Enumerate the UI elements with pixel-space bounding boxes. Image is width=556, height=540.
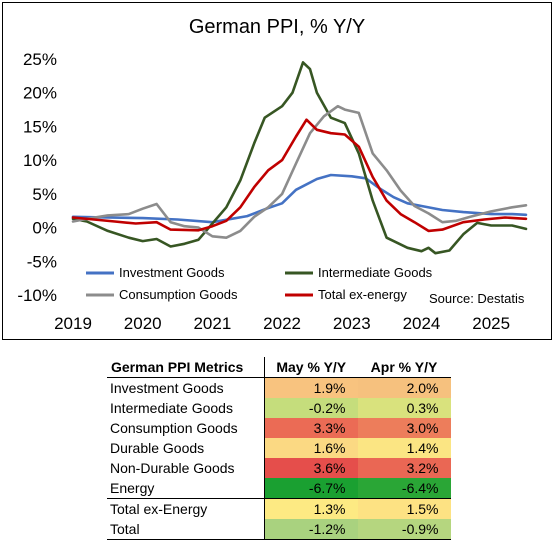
y-tick-label: 10% <box>23 151 57 170</box>
apr-value: 3.2% <box>357 458 451 478</box>
metric-label: Investment Goods <box>110 380 224 396</box>
metric-label: Intermediate Goods <box>110 400 233 416</box>
metric-label: Non-Durable Goods <box>110 460 235 476</box>
table-row: Intermediate Goods -0.2% 0.3% <box>107 398 451 418</box>
legend-entry-0: Investment Goods <box>119 265 225 280</box>
legend-entry-2: Consumption Goods <box>119 287 238 302</box>
table-row: Total ex-Energy 1.3% 1.5% <box>107 498 451 519</box>
y-tick-label: 15% <box>23 117 57 136</box>
may-value: 1.9% <box>264 377 358 398</box>
y-tick-label: -5% <box>27 252 57 271</box>
y-tick-label: 0% <box>32 219 57 238</box>
chart-legend: Investment Goods Intermediate Goods Consum… <box>86 265 433 302</box>
metric-label: Consumption Goods <box>110 420 238 436</box>
legend-entry-1: Intermediate Goods <box>318 265 433 280</box>
apr-value: 1.4% <box>357 438 451 458</box>
may-value: -6.7% <box>264 478 358 499</box>
x-tick-label: 2025 <box>472 314 510 333</box>
apr-value: 3.0% <box>357 418 451 438</box>
y-tick-label: 5% <box>32 185 57 204</box>
header-may: May % Y/Y <box>264 357 358 378</box>
may-value: -0.2% <box>264 398 358 418</box>
x-tick-label: 2020 <box>124 314 162 333</box>
metric-label: Total <box>107 519 265 540</box>
x-tick-label: 2021 <box>193 314 231 333</box>
apr-value: -6.4% <box>357 478 451 499</box>
chart-title: German PPI, % Y/Y <box>189 16 365 38</box>
table-row: Non-Durable Goods 3.6% 3.2% <box>107 458 451 478</box>
may-value: -1.2% <box>264 519 358 540</box>
y-tick-label: 20% <box>23 84 57 103</box>
table-row: Energy -6.7% -6.4% <box>107 478 451 499</box>
legend-entry-3: Total ex-energy <box>318 287 407 302</box>
may-value: 1.6% <box>264 438 358 458</box>
series-line-3 <box>71 118 528 233</box>
table-row: Consumption Goods 3.3% 3.0% <box>107 418 451 438</box>
series-line-1 <box>71 61 528 255</box>
x-tick-label: 2023 <box>333 314 371 333</box>
metric-label: Total ex-Energy <box>107 498 265 519</box>
may-value: 1.3% <box>264 498 358 519</box>
metric-label: Durable Goods <box>110 440 205 456</box>
table-row: Durable Goods 1.6% 1.4% <box>107 438 451 458</box>
apr-value: 2.0% <box>357 377 451 398</box>
metric-label: Energy <box>110 480 155 496</box>
table-row: Total -1.2% -0.9% <box>107 519 451 540</box>
chart-panel: German PPI, % Y/Y -10% -5% 0% 5% 10% 15% 20% 25… <box>2 2 552 340</box>
y-tick-label: 25% <box>23 50 57 69</box>
series-line-0 <box>71 173 528 224</box>
x-tick-label: 2022 <box>263 314 301 333</box>
header-metric: German PPI Metrics <box>107 357 265 378</box>
apr-value: 0.3% <box>357 398 451 418</box>
may-value: 3.3% <box>264 418 358 438</box>
apr-value: 1.5% <box>357 498 451 519</box>
series-line-2 <box>71 104 528 239</box>
x-tick-label: 2019 <box>54 314 92 333</box>
apr-value: -0.9% <box>357 519 451 540</box>
table-header-row: German PPI Metrics May % Y/Y Apr % Y/Y <box>107 357 451 378</box>
y-tick-label: -10% <box>17 286 57 305</box>
source-note: Source: Destatis <box>429 291 525 306</box>
header-apr: Apr % Y/Y <box>357 357 451 378</box>
table-row: Investment Goods 1.9% 2.0% <box>107 377 451 398</box>
x-tick-label: 2024 <box>403 314 441 333</box>
ppi-metrics-table: German PPI Metrics May % Y/Y Apr % Y/Y I… <box>107 357 451 540</box>
ppi-line-chart: German PPI, % Y/Y -10% -5% 0% 5% 10% 15% 20% 25… <box>17 16 528 333</box>
may-value: 3.6% <box>264 458 358 478</box>
